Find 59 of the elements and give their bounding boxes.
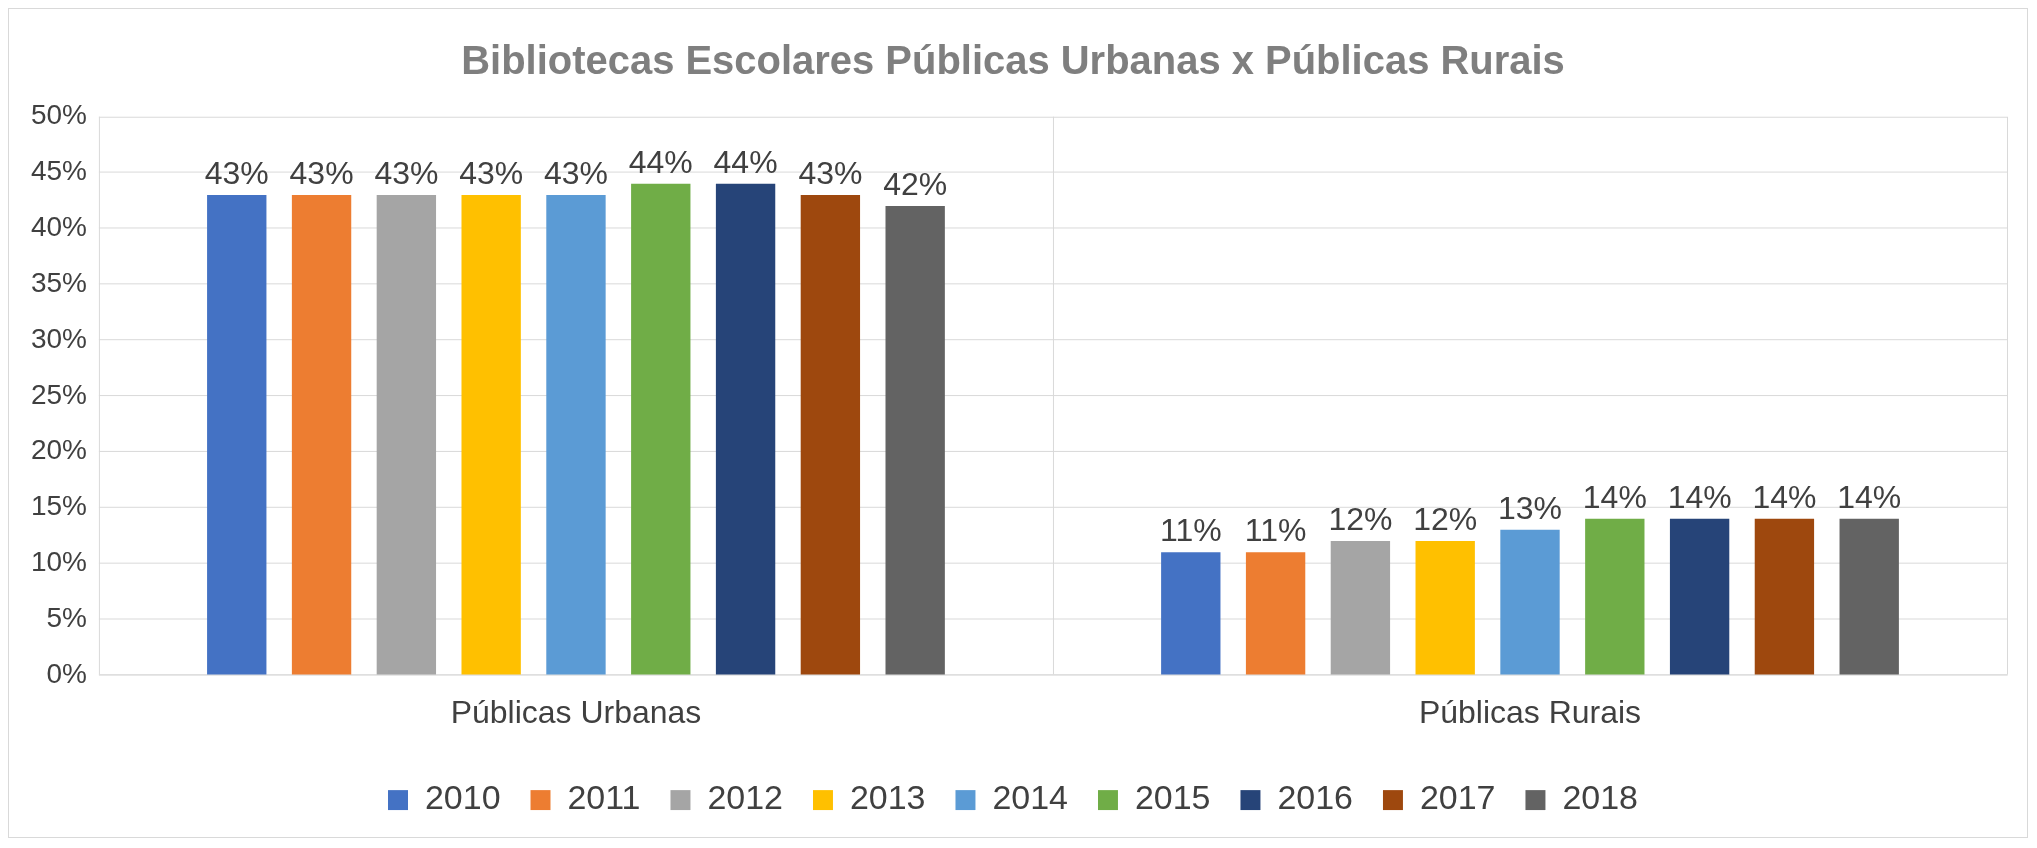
legend-label: 2014 bbox=[992, 778, 1068, 817]
bar bbox=[631, 183, 691, 675]
legend-label: 2012 bbox=[707, 778, 784, 817]
bar bbox=[1500, 529, 1560, 675]
data-label: 44% bbox=[713, 143, 778, 180]
data-label: 44% bbox=[628, 143, 693, 180]
legend-label: 2015 bbox=[1134, 778, 1211, 817]
legend-label: 2013 bbox=[849, 778, 926, 817]
bar bbox=[546, 194, 606, 675]
data-label: 14% bbox=[1837, 478, 1902, 515]
data-label: 11% bbox=[1159, 512, 1222, 549]
data-label: 14% bbox=[1752, 478, 1817, 515]
bar bbox=[715, 183, 776, 675]
y-tick-label: 25% bbox=[31, 378, 87, 410]
bar bbox=[1330, 541, 1391, 675]
bar bbox=[291, 194, 352, 675]
y-tick-label: 30% bbox=[31, 322, 87, 354]
data-label: 43% bbox=[204, 154, 269, 191]
data-label: 42% bbox=[883, 165, 948, 202]
data-label: 43% bbox=[374, 154, 439, 191]
bar bbox=[800, 194, 861, 675]
bar bbox=[1415, 541, 1475, 675]
data-label: 11% bbox=[1244, 512, 1307, 549]
bar bbox=[1585, 518, 1645, 675]
y-tick-label: 50% bbox=[31, 99, 87, 131]
x-tick-label: Públicas Rurais bbox=[1418, 693, 1642, 730]
bar bbox=[1754, 518, 1815, 675]
bar bbox=[1839, 518, 1899, 675]
chart-title: Bibliotecas Escolares Públicas Urbanas x Públicas Rurais bbox=[461, 37, 1565, 82]
y-tick-label: 35% bbox=[31, 266, 87, 298]
y-tick-label: 20% bbox=[31, 434, 87, 466]
bar bbox=[1245, 552, 1306, 675]
legend-label: 2010 bbox=[424, 778, 501, 817]
y-tick-label: 15% bbox=[31, 490, 87, 522]
data-label: 14% bbox=[1667, 478, 1732, 515]
y-tick-label: 5% bbox=[46, 601, 87, 633]
legend-label: 2016 bbox=[1277, 778, 1353, 817]
legend-label: 2018 bbox=[1562, 778, 1638, 817]
data-label: 12% bbox=[1328, 500, 1393, 537]
data-label: 14% bbox=[1582, 478, 1647, 515]
x-tick-label: Públicas Urbanas bbox=[450, 693, 702, 730]
bar bbox=[1161, 552, 1221, 675]
y-tick-label: 45% bbox=[31, 155, 87, 187]
bar bbox=[885, 206, 945, 675]
data-label: 43% bbox=[798, 154, 863, 191]
legend-label: 2011 bbox=[567, 778, 641, 817]
bar bbox=[376, 194, 437, 675]
data-label: 43% bbox=[289, 154, 354, 191]
y-tick-label: 40% bbox=[31, 211, 87, 243]
y-tick-label: 10% bbox=[31, 546, 87, 578]
bar bbox=[207, 194, 267, 675]
bar bbox=[461, 194, 521, 675]
data-label: 13% bbox=[1498, 489, 1562, 526]
data-label: 12% bbox=[1413, 500, 1478, 537]
bar bbox=[1669, 518, 1730, 675]
data-label: 43% bbox=[543, 154, 608, 191]
y-tick-label: 0% bbox=[46, 657, 87, 689]
data-label: 43% bbox=[459, 154, 524, 191]
legend-label: 2017 bbox=[1419, 778, 1496, 817]
